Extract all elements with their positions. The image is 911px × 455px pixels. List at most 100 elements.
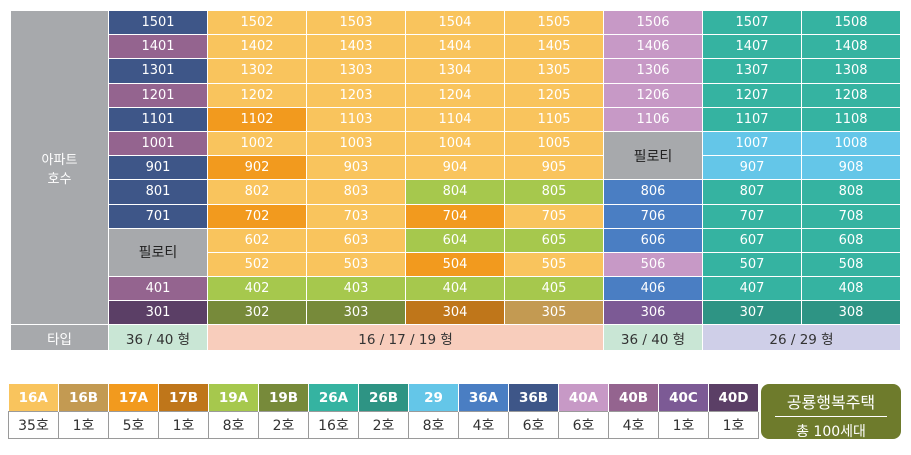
legend-code: 16B	[58, 384, 109, 412]
unit-cell: 805	[504, 179, 604, 205]
unit-cell: 1206	[603, 82, 703, 108]
unit-cell: 1004	[405, 130, 505, 157]
unit-cell: 302	[207, 300, 307, 326]
unit-cell: 1307	[702, 58, 802, 84]
unit-cell: 1401	[108, 34, 208, 60]
side-label-line1: 아파트	[41, 152, 78, 168]
unit-cell: 1402	[207, 34, 307, 60]
unit-cell: 408	[801, 276, 901, 302]
badge-subtitle: 총 100세대	[796, 424, 866, 440]
unit-cell: 1105	[504, 106, 604, 132]
type-cell: 16 / 17 / 19 형	[207, 324, 604, 352]
unit-cell: 402	[207, 276, 307, 302]
unit-grid: 아파트 호수 1501 1502 1503 1504 1505 1506 150…	[10, 9, 901, 352]
unit-cell: 1302	[207, 58, 307, 84]
unit-cell: 1504	[405, 9, 505, 36]
unit-cell: 902	[207, 155, 307, 181]
unit-cell: 1304	[405, 58, 505, 84]
unit-cell: 301	[108, 300, 208, 326]
unit-cell: 803	[306, 179, 406, 205]
legend-code: 40D	[708, 384, 759, 412]
floor-row: 701 702 703 704 705 706 707 708	[11, 203, 901, 229]
unit-cell: 1107	[702, 106, 802, 132]
unit-cell: 1202	[207, 82, 307, 108]
legend-count: 2호	[258, 411, 309, 439]
unit-cell: 708	[801, 203, 901, 229]
unit-cell: 508	[801, 251, 901, 278]
type-legend: 16A 16B 17A 17B 19A 19B 26A 26B 29 36A 3…	[8, 384, 759, 439]
unit-cell: 1003	[306, 130, 406, 157]
unit-cell: 1403	[306, 34, 406, 60]
unit-table: 아파트 호수 1501 1502 1503 1504 1505 1506 150…	[10, 9, 901, 352]
floor-row: 아파트 호수 1501 1502 1503 1504 1505 1506 150…	[10, 9, 901, 326]
floor-row: 1301 1302 1303 1304 1305 1306 1307 1308	[11, 58, 901, 84]
unit-cell: 1108	[801, 106, 901, 132]
piloti-cell: 필로티	[603, 130, 703, 181]
unit-cell: 1201	[108, 82, 208, 108]
legend-code: 29	[408, 384, 459, 412]
floor-row: 1101 1102 1103 1104 1105 1106 1107 1108	[11, 106, 901, 132]
legend-code: 36B	[508, 384, 559, 412]
unit-cell: 1408	[801, 34, 901, 60]
total-badge: 공룡행복주택 총 100세대	[761, 384, 901, 440]
unit-cell: 1306	[603, 58, 703, 84]
unit-cell: 1104	[405, 106, 505, 132]
unit-cell: 504	[405, 251, 505, 278]
unit-cell: 903	[306, 155, 406, 181]
unit-cell: 904	[405, 155, 505, 181]
unit-cell: 607	[702, 227, 802, 253]
legend-code: 40A	[558, 384, 609, 412]
floor-row: 301 302 303 304 305 306 307 308	[11, 300, 901, 326]
unit-cell: 1305	[504, 58, 604, 84]
type-cell: 26 / 29 형	[702, 324, 901, 352]
legend-count: 4호	[458, 411, 509, 439]
unit-cell: 1508	[801, 9, 901, 36]
unit-cell: 306	[603, 300, 703, 326]
unit-cell: 605	[504, 227, 604, 253]
legend-code: 19A	[208, 384, 259, 412]
unit-cell: 1002	[207, 130, 307, 157]
unit-cell: 901	[108, 155, 208, 181]
unit-cell: 1207	[702, 82, 802, 108]
unit-cell: 305	[504, 300, 604, 326]
unit-cell: 702	[207, 203, 307, 229]
legend-code: 19B	[258, 384, 309, 412]
unit-cell: 502	[207, 251, 307, 278]
legend-code: 36A	[458, 384, 509, 412]
unit-cell: 1407	[702, 34, 802, 60]
unit-cell: 404	[405, 276, 505, 302]
unit-cell: 403	[306, 276, 406, 302]
legend-code: 17B	[158, 384, 209, 412]
side-label: 아파트 호수	[10, 9, 109, 326]
unit-cell: 1103	[306, 106, 406, 132]
legend-code: 16A	[8, 384, 59, 412]
legend-count: 16호	[308, 411, 359, 439]
floor-row: 901 902 903 904 905 907 908	[11, 155, 901, 181]
type-label: 타입	[10, 324, 109, 352]
unit-cell: 1406	[603, 34, 703, 60]
legend-table: 16A 16B 17A 17B 19A 19B 26A 26B 29 36A 3…	[8, 384, 759, 439]
unit-cell: 606	[603, 227, 703, 253]
unit-cell: 407	[702, 276, 802, 302]
unit-cell: 1005	[504, 130, 604, 157]
unit-cell: 507	[702, 251, 802, 278]
piloti-cell: 필로티	[108, 227, 208, 278]
legend-code: 17A	[108, 384, 159, 412]
unit-cell: 707	[702, 203, 802, 229]
unit-cell: 801	[108, 179, 208, 205]
legend-count: 1호	[708, 411, 759, 439]
unit-cell: 705	[504, 203, 604, 229]
unit-cell: 602	[207, 227, 307, 253]
unit-cell: 1205	[504, 82, 604, 108]
type-cell: 36 / 40 형	[108, 324, 208, 352]
unit-cell: 405	[504, 276, 604, 302]
floor-row: 502 503 504 505 506 507 508	[11, 251, 901, 278]
unit-cell: 1303	[306, 58, 406, 84]
unit-cell: 401	[108, 276, 208, 302]
unit-cell: 804	[405, 179, 505, 205]
legend-code: 40C	[658, 384, 709, 412]
unit-cell: 1503	[306, 9, 406, 36]
unit-cell: 808	[801, 179, 901, 205]
unit-cell: 1405	[504, 34, 604, 60]
legend-count-row: 35호 1호 5호 1호 8호 2호 16호 2호 8호 4호 6호 6호 4호…	[8, 411, 759, 439]
